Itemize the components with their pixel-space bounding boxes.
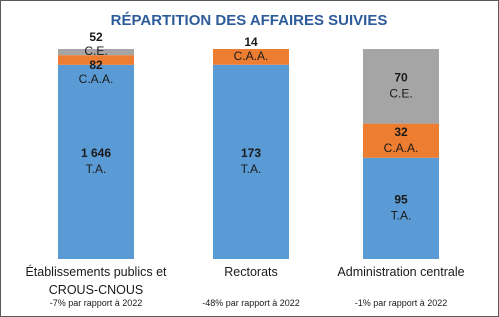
category-label: Rectorats xyxy=(224,265,278,279)
segment-label: C.A.A. xyxy=(79,72,114,86)
category-label: Établissements publics et CROUS-CNOUS xyxy=(25,265,167,297)
segment-label: C.A.A. xyxy=(234,49,269,63)
category-note: -48% par rapport à 2022 xyxy=(202,298,300,308)
bar-segment xyxy=(213,64,289,259)
segment-label: C.E. xyxy=(84,44,107,58)
bar-segment xyxy=(363,123,439,158)
value-label: 1 646 xyxy=(81,146,111,160)
segment-label: T.A. xyxy=(391,209,412,223)
category-note: -7% par rapport à 2022 xyxy=(49,298,143,308)
bar-segment xyxy=(58,55,134,65)
bar-segment xyxy=(363,157,439,259)
bar-segment xyxy=(213,49,289,65)
category-note: -1% par rapport à 2022 xyxy=(354,298,448,308)
bar-segment xyxy=(363,49,439,124)
chart-title: RÉPARTITION DES AFFAIRES SUIVIES xyxy=(111,12,388,29)
value-label: 14 xyxy=(244,35,258,49)
value-label: 173 xyxy=(241,146,261,160)
segment-label: T.A. xyxy=(241,162,262,176)
value-label: 82 xyxy=(89,58,103,72)
value-label: 95 xyxy=(394,193,408,207)
category-label: Administration centrale xyxy=(337,265,465,279)
value-label: 52 xyxy=(89,30,103,44)
segment-label: C.A.A. xyxy=(384,141,419,155)
bar-segment xyxy=(58,64,134,259)
segment-label: C.E. xyxy=(389,86,412,100)
value-label: 32 xyxy=(394,125,408,139)
bar-segment xyxy=(58,49,134,56)
segment-label: T.A. xyxy=(86,162,107,176)
value-label: 70 xyxy=(394,70,408,84)
